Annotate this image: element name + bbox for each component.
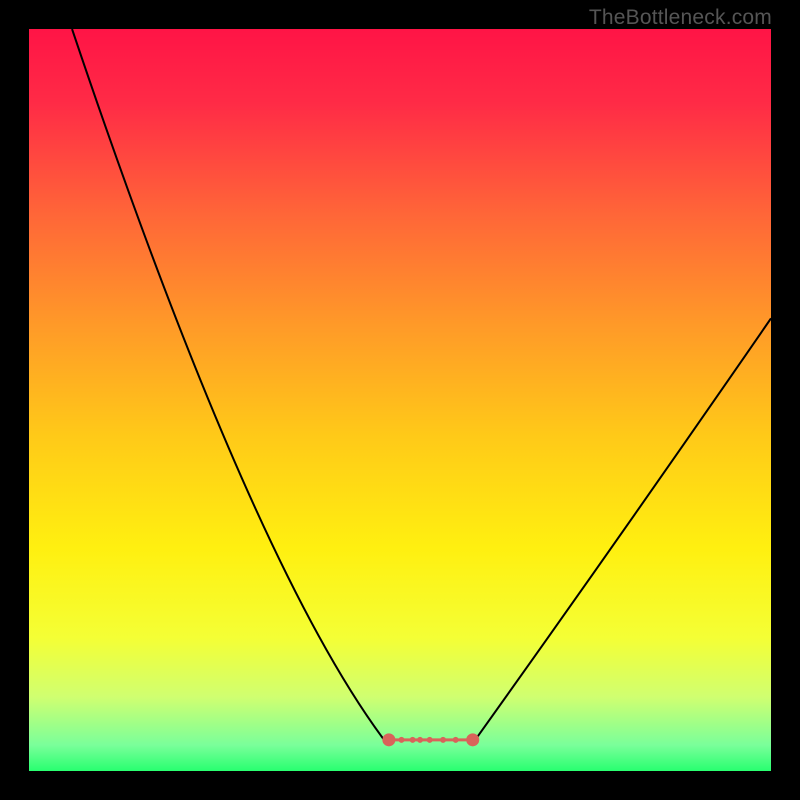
sweet-spot-markers [382,733,479,746]
bottleneck-curve-left [72,29,385,741]
marker-cap-left [382,733,395,746]
plot-area [29,29,771,771]
marker-dot [453,737,459,743]
marker-dot [410,737,416,743]
marker-dot [427,737,433,743]
bottleneck-curve-right [474,318,771,741]
marker-dot [398,737,404,743]
marker-dot [417,737,423,743]
marker-dot [440,737,446,743]
marker-cap-right [466,733,479,746]
chart-overlay [29,29,771,771]
watermark-text: TheBottleneck.com [589,6,772,30]
